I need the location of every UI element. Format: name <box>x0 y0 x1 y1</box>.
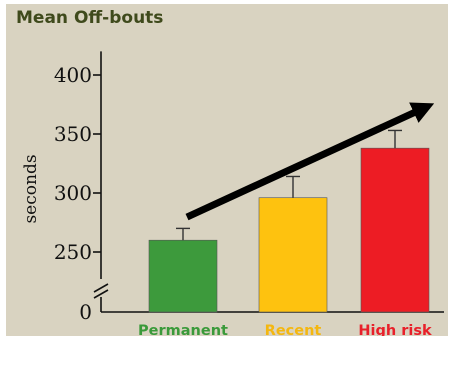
category-label: High risk <box>358 323 432 336</box>
bar <box>258 197 328 313</box>
y-axis-label: seconds <box>21 154 41 223</box>
bar <box>360 147 430 313</box>
y-tick-label: 350 <box>54 122 92 146</box>
trend-arrow <box>185 102 435 221</box>
y-tick-label: 250 <box>54 240 92 264</box>
chart-panel: Mean Off-bouts seconds 0 250 300 350 400 Perm… <box>6 4 448 336</box>
y-tick-label: 0 <box>79 300 92 324</box>
chart-title: Mean Off-bouts <box>16 8 164 28</box>
category-label: Recent <box>265 323 322 336</box>
y-tick-label: 400 <box>54 63 92 87</box>
y-tick-label: 300 <box>54 181 92 205</box>
bar <box>148 239 218 313</box>
bar-chart: seconds 0250300350400Permanentlow riskRe… <box>21 51 444 336</box>
category-label: Permanent <box>138 323 228 336</box>
axis-break-mark <box>93 283 109 299</box>
